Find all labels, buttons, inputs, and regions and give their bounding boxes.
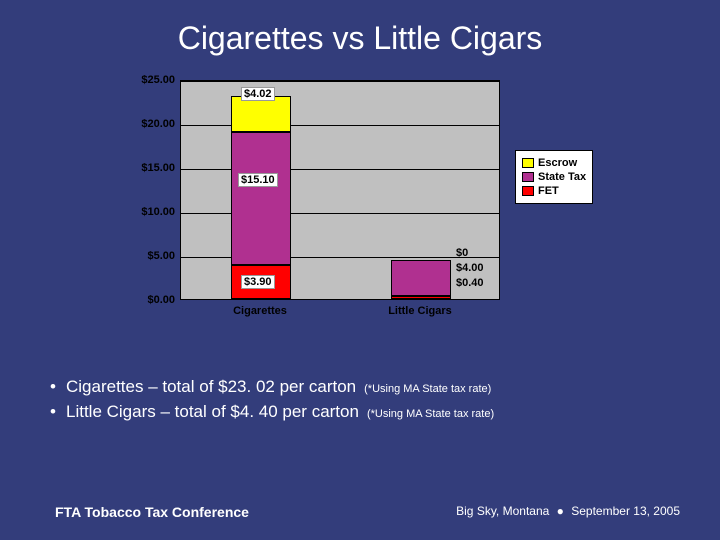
- ytick-3: $15.00: [120, 162, 175, 174]
- bullet-note: (*Using MA State tax rate): [364, 382, 491, 398]
- bullet-note: (*Using MA State tax rate): [367, 407, 494, 423]
- gridline: [181, 257, 499, 258]
- slide-title: Cigarettes vs Little Cigars: [0, 0, 720, 57]
- label-cig-escrow: $4.02: [241, 87, 275, 101]
- bullet-item: • Cigarettes – total of $23. 02 per cart…: [40, 375, 494, 400]
- footer-meta: Big Sky, Montana ● September 13, 2005: [456, 504, 680, 518]
- gridline: [181, 169, 499, 170]
- legend-label: FET: [538, 185, 559, 197]
- label-lc-escrow: $0: [456, 247, 468, 259]
- legend-label: State Tax: [538, 171, 586, 183]
- label-cig-fet: $3.90: [241, 275, 275, 289]
- bar-littlecigars-tax: [391, 260, 451, 295]
- legend-item-fet: FET: [522, 185, 586, 197]
- bar-cigarettes-escrow: [231, 96, 291, 131]
- legend-item-statetax: State Tax: [522, 171, 586, 183]
- chart-plot-area: $4.02 $15.10 $3.90 $0 $4.00 $0.40: [180, 80, 500, 300]
- ytick-2: $10.00: [120, 206, 175, 218]
- legend-label: Escrow: [538, 157, 577, 169]
- chart-legend: Escrow State Tax FET: [515, 150, 593, 204]
- gridline: [181, 213, 499, 214]
- label-cig-tax: $15.10: [238, 173, 278, 187]
- bullet-item: • Little Cigars – total of $4. 40 per ca…: [40, 400, 494, 425]
- gridline: [181, 125, 499, 126]
- label-lc-fet: $0.40: [456, 277, 484, 289]
- label-lc-tax: $4.00: [456, 262, 484, 274]
- legend-swatch-statetax: [522, 172, 534, 182]
- bar-littlecigars-fet: [391, 296, 451, 300]
- bullet-list: • Cigarettes – total of $23. 02 per cart…: [40, 375, 494, 424]
- ytick-4: $20.00: [120, 118, 175, 130]
- footer-date: September 13, 2005: [571, 504, 680, 518]
- ytick-5: $25.00: [120, 74, 175, 86]
- legend-item-escrow: Escrow: [522, 157, 586, 169]
- footer-location: Big Sky, Montana: [456, 504, 549, 518]
- legend-swatch-fet: [522, 186, 534, 196]
- stacked-bar-chart: $0.00 $5.00 $10.00 $15.00 $20.00 $25.00 …: [120, 80, 610, 340]
- footer-conference: FTA Tobacco Tax Conference: [55, 504, 249, 520]
- xtick-littlecigars: Little Cigars: [370, 305, 470, 317]
- bullet-text: Cigarettes – total of $23. 02 per carton: [66, 375, 356, 400]
- bullet-marker: •: [40, 400, 66, 425]
- legend-swatch-escrow: [522, 158, 534, 168]
- bullet-text: Little Cigars – total of $4. 40 per cart…: [66, 400, 359, 425]
- xtick-cigarettes: Cigarettes: [210, 305, 310, 317]
- bullet-marker: •: [40, 375, 66, 400]
- separator-dot: ●: [557, 504, 564, 518]
- ytick-0: $0.00: [120, 294, 175, 306]
- ytick-1: $5.00: [120, 250, 175, 262]
- bar-cigarettes-tax: [231, 132, 291, 265]
- gridline: [181, 81, 499, 82]
